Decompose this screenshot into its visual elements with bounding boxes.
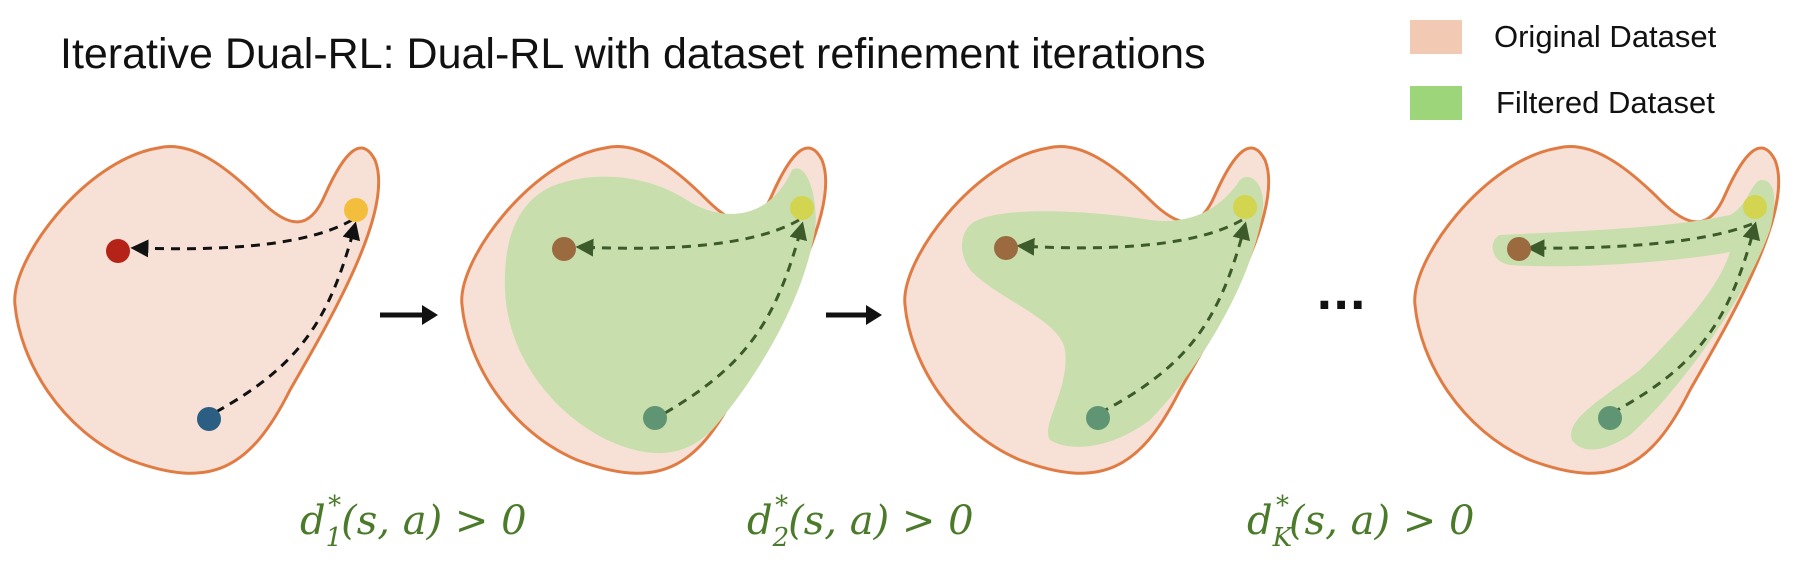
teal-start-point xyxy=(643,406,667,430)
filtered-dataset-region xyxy=(962,176,1264,447)
diagram-title: Iterative Dual-RL: Dual-RL with dataset … xyxy=(60,30,1206,78)
legend-swatch-original xyxy=(1410,20,1462,54)
panel-1 xyxy=(13,145,381,475)
dashed-arrow-to-brown xyxy=(1526,222,1753,258)
legend: Original Dataset Filtered Dataset xyxy=(1410,19,1717,120)
legend-swatch-filtered xyxy=(1410,86,1462,120)
dashed-arrow-to-red xyxy=(130,218,353,258)
iteration-ellipsis: ··· xyxy=(1316,280,1366,331)
brown-point xyxy=(552,237,576,261)
right-arrow-icon xyxy=(826,305,882,325)
dashed-arrow-to-goal xyxy=(664,221,808,415)
filtered-dataset-region xyxy=(1492,179,1775,450)
dashed-arrow-to-brown xyxy=(1016,218,1243,256)
goal-point xyxy=(1233,195,1257,219)
teal-start-point xyxy=(1086,406,1110,430)
dashed-arrow-to-brown xyxy=(575,218,800,257)
legend-label-filtered: Filtered Dataset xyxy=(1496,85,1715,120)
svg-text:dK*(s, a) > 0: dK*(s, a) > 0 xyxy=(1247,491,1474,553)
panel-2 xyxy=(460,145,828,475)
brown-point xyxy=(1507,237,1531,261)
blue-start-point xyxy=(197,407,221,431)
panel-4 xyxy=(1413,145,1781,475)
svg-text:d2*(s, a) > 0: d2*(s, a) > 0 xyxy=(747,491,974,553)
right-arrow-icon xyxy=(380,305,438,325)
dashed-arrow-to-goal xyxy=(215,221,361,414)
condition-label-1: d1*(s, a) > 0 xyxy=(300,491,527,553)
dashed-arrow-to-goal xyxy=(1099,221,1251,415)
red-point xyxy=(106,239,130,263)
dashed-arrow-to-goal xyxy=(1611,221,1761,415)
condition-label-2: d2*(s, a) > 0 xyxy=(747,491,974,553)
brown-point xyxy=(994,236,1018,260)
legend-label-original: Original Dataset xyxy=(1494,19,1717,54)
goal-point xyxy=(790,196,814,220)
goal-point xyxy=(1743,195,1767,219)
teal-start-point xyxy=(1598,406,1622,430)
condition-label-k: dK*(s, a) > 0 xyxy=(1247,491,1474,553)
goal-point xyxy=(344,198,368,222)
svg-text:d1*(s, a) > 0: d1*(s, a) > 0 xyxy=(300,491,527,553)
panel-3 xyxy=(903,145,1271,475)
